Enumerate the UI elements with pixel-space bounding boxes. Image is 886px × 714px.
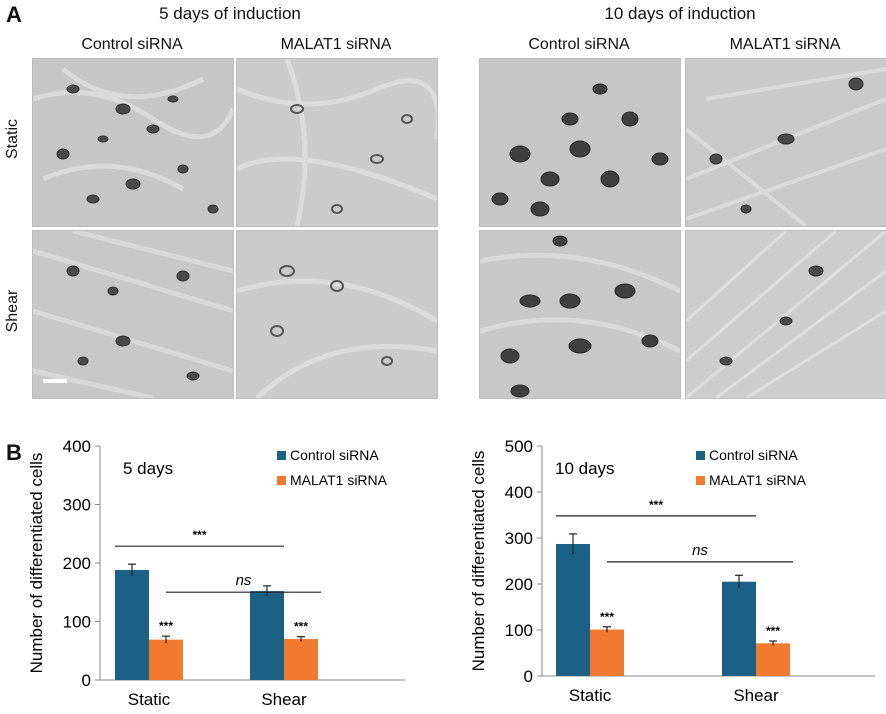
y-tick-label: 100 [505,621,533,640]
bar [590,629,624,676]
x-tick-label: Shear [261,690,307,709]
scale-bar [43,379,67,383]
row-label-static: Static [4,119,21,160]
micrograph-static-control-5d [32,58,234,227]
chart-annotation: 5 days [123,459,173,478]
column-title-control-10d: Control siRNA [528,36,630,53]
comparison-label: *** [192,528,206,542]
panel-b-letter: B [6,440,22,465]
column-title-malat1-5d: MALAT1 siRNA [280,36,392,53]
bar [149,639,183,680]
group-title-10-days: 10 days of induction [604,4,756,23]
micrograph-shear-control-10d-texture [480,231,680,398]
micrograph-shear-control-10d [479,230,681,399]
y-tick-label: 0 [82,671,91,690]
y-axis-label: Number of differentiated cells [27,453,46,674]
bar-chart-5-days: Number of differentiated cells 0 100 200 300… [27,437,405,709]
y-tick-label: 300 [505,529,533,548]
micrograph-static-malat1-10d [685,58,886,227]
micrograph-static-control-5d-texture [33,59,233,226]
y-tick-label: 500 [505,437,533,456]
row-label-shear: Shear [4,289,21,333]
legend-swatch [696,451,705,460]
bar [115,570,149,680]
micrograph-shear-control-5d-texture [33,231,233,398]
comparison-label: *** [649,498,663,512]
legend-swatch [277,476,286,485]
bar [250,591,284,680]
legend-label: MALAT1 siRNA [709,472,807,488]
significance-label: *** [600,610,614,624]
x-tick-label: Shear [733,686,779,705]
micrograph-shear-control-5d [32,230,234,399]
micrograph-shear-malat1-5d [236,230,438,399]
significance-label: *** [766,624,780,638]
micrograph-shear-malat1-10d-texture [686,231,886,398]
y-tick-label: 300 [63,496,91,515]
bar [284,639,318,680]
significance-label: *** [159,619,173,633]
y-tick-label: 200 [63,554,91,573]
comparison-label: ns [692,542,708,559]
bar [556,543,590,676]
micrograph-static-malat1-5d-texture [237,59,437,226]
column-title-malat1-10d: MALAT1 siRNA [729,36,841,53]
y-tick-label: 200 [505,575,533,594]
legend-label: Control siRNA [709,447,798,463]
y-tick-label: 100 [63,613,91,632]
panel-a-letter: A [6,2,22,27]
y-axis-label: Number of differentiated cells [469,451,488,672]
legend-label: MALAT1 siRNA [290,472,388,488]
micrograph-shear-malat1-5d-texture [237,231,437,398]
x-tick-label: Static [569,686,612,705]
micrograph-shear-malat1-10d [685,230,886,399]
y-tick-label: 400 [505,483,533,502]
bar [722,581,756,676]
bar-chart-10-days: Number of differentiated cells 0 100 200 300… [469,437,875,705]
legend-label: Control siRNA [290,447,379,463]
comparison-label: ns [236,572,252,589]
y-tick-label: 0 [524,667,533,686]
micrograph-static-control-10d [479,58,681,227]
bar [756,643,790,676]
x-tick-label: Static [128,690,171,709]
significance-label: *** [294,620,308,634]
group-title-5-days: 5 days of induction [159,4,301,23]
legend-swatch [277,451,286,460]
chart-annotation: 10 days [555,459,615,478]
micrograph-static-malat1-5d [236,58,438,227]
column-title-control-5d: Control siRNA [81,36,183,53]
legend-swatch [696,476,705,485]
micrograph-static-control-10d-texture [480,59,680,226]
y-tick-label: 400 [63,437,91,456]
micrograph-static-malat1-10d-texture [686,59,886,226]
